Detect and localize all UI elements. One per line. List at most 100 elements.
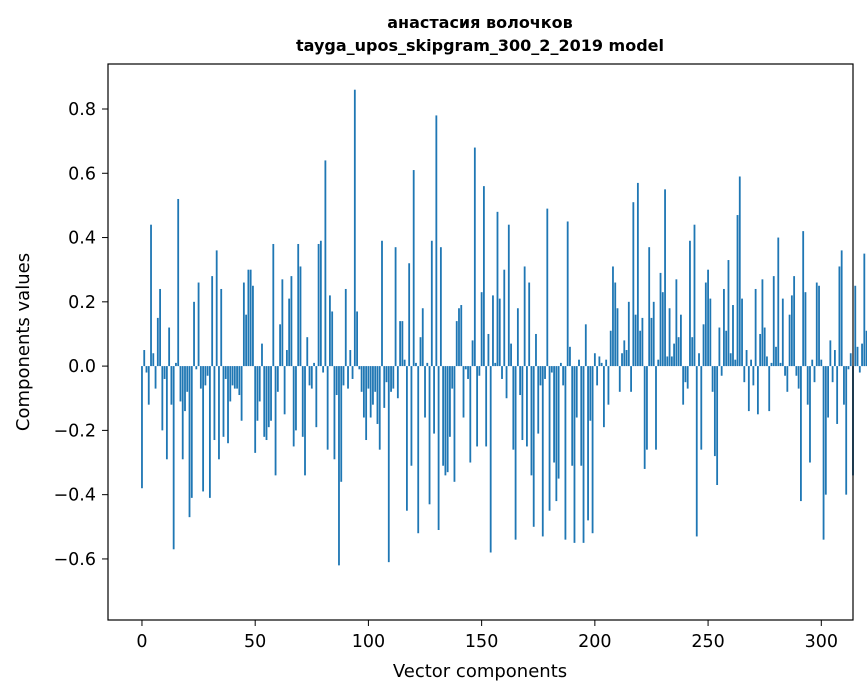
bar-307 — [836, 366, 839, 424]
bar-268 — [747, 366, 750, 412]
bar-173 — [532, 366, 535, 527]
bar-302 — [824, 366, 827, 495]
bar-273 — [759, 333, 762, 367]
bar-29 — [206, 366, 209, 376]
bar-66 — [290, 276, 293, 367]
bar-251 — [709, 298, 712, 367]
bar-153 — [487, 333, 490, 367]
bar-214 — [625, 350, 628, 367]
y-tick-label: −0.6 — [54, 550, 97, 570]
bar-7 — [156, 317, 159, 367]
bar-301 — [822, 366, 825, 540]
bar-129 — [433, 366, 435, 434]
bar-194 — [580, 366, 583, 466]
bar-198 — [589, 366, 592, 421]
bar-238 — [680, 314, 682, 367]
bar-304 — [829, 340, 832, 367]
bar-157 — [496, 211, 499, 367]
bar-123 — [419, 337, 422, 367]
bar-265 — [741, 298, 743, 367]
bar-12 — [168, 327, 171, 367]
bar-128 — [430, 240, 433, 367]
bar-69 — [297, 243, 300, 367]
bar-97 — [360, 366, 363, 392]
bar-81 — [324, 160, 327, 367]
bar-43 — [238, 366, 241, 396]
bar-290 — [797, 366, 800, 389]
bar-195 — [582, 366, 585, 543]
bar-67 — [292, 366, 295, 447]
bar-20 — [186, 366, 189, 392]
bar-73 — [306, 337, 309, 367]
bar-71 — [301, 366, 304, 437]
bar-199 — [591, 366, 594, 534]
bar-143 — [464, 366, 467, 370]
bar-95 — [356, 311, 358, 367]
bar-271 — [754, 288, 757, 367]
bar-94 — [353, 89, 356, 367]
bar-298 — [815, 282, 818, 367]
chart-title: анастасия волочков — [387, 13, 573, 32]
bar-52 — [258, 366, 261, 402]
x-tick-label: 50 — [244, 632, 266, 652]
bar-9 — [161, 366, 164, 431]
bar-75 — [310, 366, 313, 389]
bar-57 — [270, 366, 272, 421]
bar-215 — [627, 301, 630, 367]
bar-138 — [453, 366, 456, 482]
bar-82 — [326, 366, 329, 450]
bar-175 — [537, 366, 540, 434]
bar-185 — [559, 362, 562, 367]
bar-230 — [661, 292, 664, 367]
bar-18 — [181, 366, 184, 460]
bar-8 — [159, 288, 161, 367]
bar-148 — [476, 366, 479, 447]
bar-27 — [202, 366, 205, 492]
chart-subtitle: tayga_upos_skipgram_300_2_2019 model — [296, 36, 664, 55]
bar-78 — [317, 243, 320, 367]
bar-219 — [636, 182, 639, 367]
bar-207 — [609, 330, 612, 367]
bar-167 — [519, 366, 522, 396]
bar-312 — [847, 366, 850, 370]
bar-255 — [718, 327, 721, 367]
bar-252 — [711, 366, 714, 392]
bar-309 — [840, 250, 843, 367]
bar-72 — [304, 366, 306, 476]
bar-164 — [512, 366, 515, 450]
bar-53 — [261, 343, 263, 367]
bar-130 — [435, 115, 438, 367]
bar-281 — [777, 237, 780, 367]
bar-70 — [299, 266, 302, 367]
bar-48 — [249, 269, 252, 367]
bar-224 — [648, 247, 651, 367]
bar-35 — [220, 288, 223, 367]
bar-28 — [204, 366, 207, 386]
bar-99 — [365, 366, 368, 441]
bar-240 — [684, 366, 687, 383]
bar-144 — [467, 366, 469, 379]
bar-187 — [564, 366, 567, 540]
y-axis-label: Components values — [13, 253, 34, 431]
bar-93 — [351, 366, 354, 379]
bar-235 — [673, 343, 676, 367]
bar-204 — [603, 366, 605, 428]
bar-68 — [295, 366, 297, 431]
bar-136 — [449, 366, 451, 437]
bar-37 — [224, 366, 227, 379]
bar-258 — [725, 330, 728, 367]
bar-275 — [763, 327, 766, 367]
bar-174 — [535, 333, 537, 367]
bar-101 — [369, 366, 372, 418]
bar-63 — [283, 366, 286, 415]
bar-16 — [177, 198, 180, 367]
bar-36 — [222, 366, 225, 437]
bar-200 — [593, 353, 596, 367]
bar-212 — [621, 353, 623, 367]
bar-236 — [675, 279, 678, 367]
bar-125 — [424, 366, 426, 418]
bar-253 — [713, 366, 716, 457]
bar-287 — [790, 295, 793, 367]
bar-151 — [482, 186, 485, 367]
bar-294 — [806, 366, 809, 405]
